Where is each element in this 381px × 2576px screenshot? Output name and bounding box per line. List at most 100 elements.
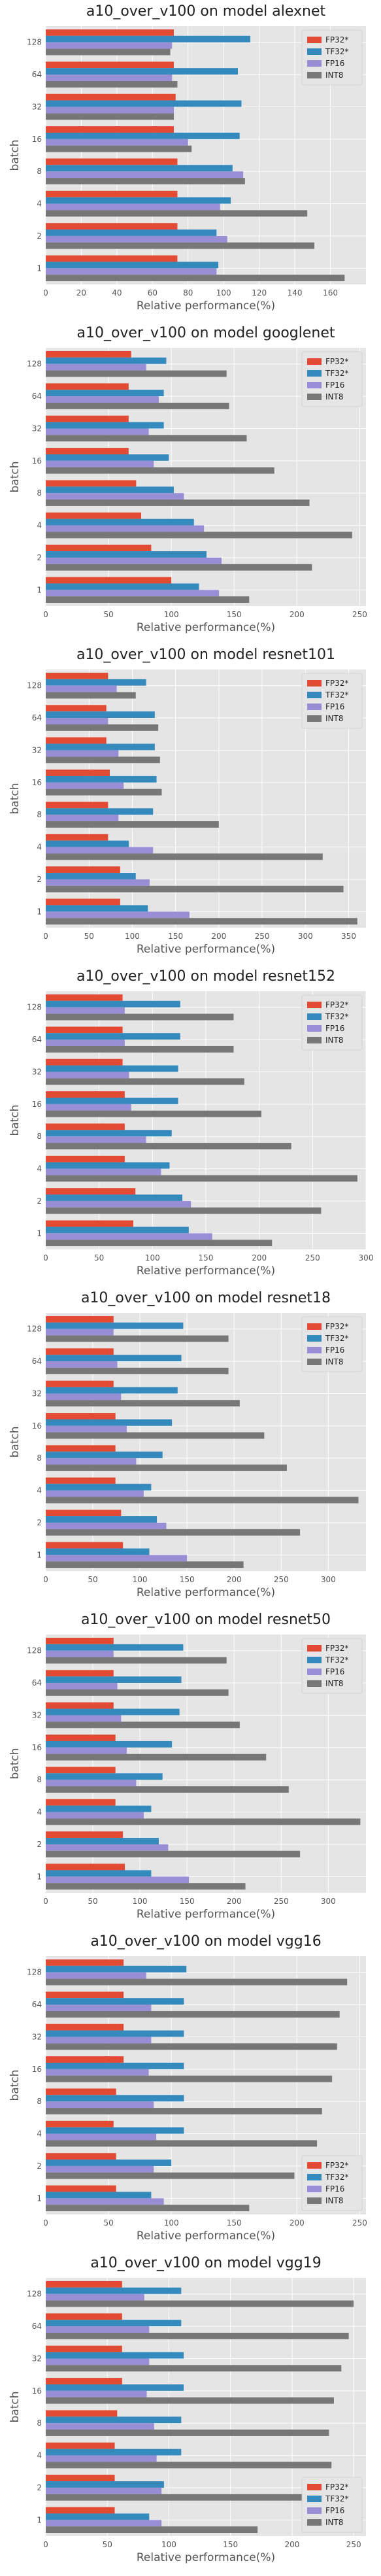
chart-title: a10_over_v100 on model resnet50 [81,1612,331,1628]
legend-box [301,1638,363,1694]
bar [46,2287,182,2294]
y-tick-label: 16 [32,1421,42,1431]
legend-label: FP32* [325,35,348,44]
bar [46,42,173,49]
bar [46,577,172,584]
bar [46,1805,152,1812]
bar [46,2024,124,2031]
bar [46,2095,184,2102]
bar [46,1838,159,1844]
bar [46,1059,123,1066]
y-tick-label: 64 [32,713,42,722]
bar [46,1773,163,1780]
bar [46,1735,116,1741]
bar [46,2280,122,2288]
chart-title: a10_over_v100 on model vgg19 [90,2255,321,2271]
bar [46,2088,116,2095]
bar [46,396,159,403]
bar [46,275,345,282]
y-tick-label: 128 [27,1968,42,1977]
bar [46,1451,163,1459]
bar [46,480,137,487]
bar [46,918,357,925]
bar [46,750,119,757]
bar [46,139,188,146]
bar [46,840,129,847]
bar [46,2526,258,2534]
bar [46,2037,152,2044]
bar [46,2455,157,2462]
bar [46,1168,161,1176]
x-tick-label: 250 [274,1575,289,1584]
x-tick-label: 0 [43,1897,48,1906]
bar [46,255,178,262]
bar [46,1676,182,1684]
x-tick-label: 150 [199,1253,214,1263]
bar [46,242,315,249]
bar [46,1497,359,1504]
bar [46,2320,182,2327]
legend-swatch [307,1013,322,1020]
x-axis-label: Relative performance(%) [137,943,275,956]
bar [46,422,164,429]
bar [46,743,155,751]
bar [46,145,192,152]
x-tick-label: 0 [43,1575,48,1584]
y-tick-label: 2 [37,1840,42,1849]
bar [46,994,123,1001]
legend-box [301,2155,363,2211]
y-tick-label: 32 [32,1067,42,1076]
legend-box [301,351,363,407]
legend-label: TF32* [325,369,349,378]
legend-swatch [307,48,322,55]
x-tick-label: 200 [252,1253,267,1263]
bar [46,1786,289,1793]
bar [46,2384,184,2391]
bar [46,165,233,172]
bar [46,724,159,731]
bar [46,2133,157,2141]
bar [46,545,152,552]
legend-swatch [307,1347,322,1353]
bar [46,1045,234,1053]
bar [46,357,167,364]
x-tick-label: 100 [125,932,140,941]
bar [46,756,160,764]
bar [46,1040,125,1046]
legend-swatch [307,1037,322,1043]
bar [46,1220,133,1227]
legend-swatch [307,72,322,78]
bar [46,905,148,912]
legend-swatch [307,680,322,686]
x-tick-label: 250 [352,610,367,619]
bar [46,1091,125,1098]
x-axis-label: Relative performance(%) [137,1586,275,1599]
bar [46,454,169,461]
y-tick-label: 128 [27,2290,42,2299]
bar [46,2430,329,2436]
legend-label: INT8 [325,1036,343,1045]
bar [46,1818,361,1825]
y-axis-label: batch [8,1105,22,1136]
bar [46,1155,125,1162]
bar [46,1335,229,1342]
x-tick-label: 350 [341,932,356,941]
x-tick-label: 250 [352,2218,367,2228]
x-tick-label: 300 [321,1575,336,1584]
legend-label: INT8 [325,714,343,723]
y-tick-label: 128 [27,681,42,690]
y-tick-label: 64 [32,1678,42,1687]
bar [46,518,194,526]
x-tick-label: 250 [305,1253,320,1263]
x-tick-label: 200 [211,932,226,941]
legend-swatch [307,1657,322,1663]
x-axis-label: Relative performance(%) [137,2229,275,2243]
legend-box [301,1316,363,1372]
x-axis-label: Relative performance(%) [137,2551,275,2564]
legend-swatch [307,382,322,388]
y-tick-label: 4 [37,521,42,530]
legend-label: TF32* [325,1012,349,1021]
legend-swatch [307,2519,322,2526]
bar [46,2205,250,2212]
bar [46,2487,162,2494]
